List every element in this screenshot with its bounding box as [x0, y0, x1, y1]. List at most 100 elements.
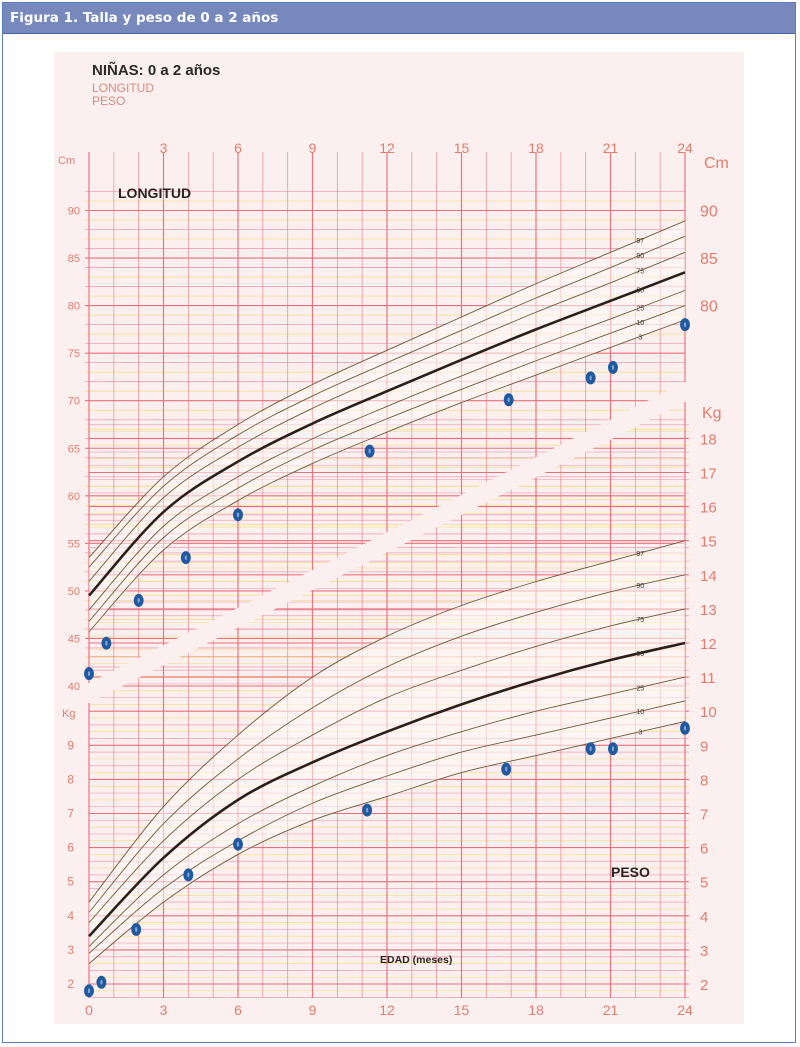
percentile-p3-label: 3 [638, 730, 642, 737]
weight-tick-left: 8 [67, 772, 74, 786]
weight-data-point-highlight [589, 746, 592, 752]
weight-tick-right: 14 [700, 568, 717, 585]
percentile-p75-label: 75 [636, 617, 644, 624]
length-data-point-highlight [236, 512, 240, 518]
length-unit-left: Cm [58, 155, 75, 167]
length-tick-left: 60 [68, 491, 80, 503]
weight-data-point-highlight [505, 766, 508, 772]
percentile-p97-label: 97 [636, 551, 644, 558]
weight-tick-right: 11 [700, 670, 716, 687]
weight-tick-right: 6 [700, 841, 708, 858]
length-data-point-highlight [105, 640, 108, 646]
length-data-point-highlight [137, 598, 140, 603]
legend-longitud: LONGITUD [92, 81, 155, 95]
percentile-p10-label: 10 [636, 320, 644, 327]
percentile-p3-label: 3 [638, 334, 642, 341]
x-tick-top: 24 [677, 140, 693, 156]
weight-tick-right: 12 [700, 636, 717, 653]
weight-tick-left: 4 [67, 909, 74, 923]
percentile-p3-curve [88, 319, 686, 633]
length-tick-left: 50 [68, 586, 80, 598]
percentile-p90-curve [88, 574, 686, 913]
percentile-p97-label: 97 [636, 238, 644, 245]
weight-tick-right: 16 [700, 500, 717, 517]
legend-peso: PESO [92, 94, 126, 108]
weight-tick-right: 18 [700, 431, 717, 448]
chart-title: NIÑAS: 0 a 2 años [92, 62, 221, 79]
percentile-p90-label: 90 [636, 583, 644, 590]
length-tick-left: 90 [68, 206, 80, 218]
percentile-p75-curve [88, 608, 686, 923]
length-tick-left: 45 [68, 633, 80, 645]
percentile-p10-curve [88, 305, 686, 622]
weight-tick-right: 10 [700, 704, 717, 721]
percentile-p10-label: 10 [636, 709, 644, 716]
x-tick-bottom: 6 [234, 1002, 242, 1018]
percentile-p25-label: 25 [636, 306, 644, 313]
weight-data-point-highlight [100, 979, 103, 985]
weight-data-point-highlight [187, 872, 190, 878]
percentile-p25-curve [88, 289, 686, 611]
length-tick-right: 90 [700, 204, 718, 221]
figure-caption: Figura 1. Talla y peso de 0 a 2 años [3, 3, 795, 34]
length-section-label: LONGITUD [118, 185, 191, 201]
length-data-point-highlight [184, 555, 187, 561]
weight-data-point-highlight [236, 841, 240, 847]
weight-tick-right: 17 [700, 466, 717, 483]
length-tick-right: 85 [700, 251, 718, 268]
x-tick-top: 3 [160, 140, 168, 156]
percentile-p10-curve [88, 700, 686, 954]
length-percentile-band [89, 220, 685, 632]
x-tick-bottom: 9 [309, 1002, 317, 1018]
percentile-p75-label: 75 [636, 269, 644, 276]
length-tick-left: 85 [68, 253, 80, 265]
x-tick-bottom: 15 [454, 1002, 470, 1018]
weight-tick-right: 4 [700, 909, 708, 926]
length-tick-left: 65 [68, 443, 80, 455]
percentile-p97-curve [88, 220, 686, 558]
length-tick-left: 55 [68, 538, 80, 550]
length-data-point-highlight [589, 375, 592, 381]
x-tick-top: 9 [309, 140, 317, 156]
percentile-p3-curve [88, 720, 686, 964]
age-axis-label: EDAD (meses) [380, 954, 452, 966]
weight-data-point-highlight [611, 746, 615, 752]
length-unit-right: Cm [704, 155, 729, 172]
weight-tick-right: 8 [700, 772, 708, 789]
percentile-p25-curve [88, 676, 686, 947]
weight-tick-left: 2 [67, 977, 74, 991]
weight-tick-right: 13 [700, 602, 717, 619]
length-data-point-highlight [611, 365, 615, 370]
weight-tick-left: 9 [67, 738, 74, 752]
x-tick-top: 18 [528, 140, 544, 156]
x-tick-top: 21 [603, 140, 619, 156]
length-tick-left: 80 [68, 301, 80, 313]
length-tick-left: 40 [68, 681, 80, 693]
percentile-p90-curve [88, 235, 686, 568]
weight-tick-left: 7 [67, 807, 74, 821]
weight-data-point-highlight [366, 807, 369, 813]
percentile-p75-curve [88, 251, 686, 582]
weight-unit-left: Kg [62, 708, 75, 720]
x-tick-top: 6 [234, 140, 242, 156]
weight-data-point-highlight [135, 927, 138, 932]
x-tick-bottom: 21 [603, 1002, 619, 1018]
percentile-p50-curve [88, 271, 686, 597]
weight-tick-right: 7 [700, 807, 708, 824]
length-tick-right: 80 [700, 299, 718, 316]
weight-data-point-highlight [683, 725, 687, 731]
weight-tick-right: 2 [700, 977, 708, 994]
percentile-p97-curve [88, 540, 686, 903]
percentile-p25-label: 25 [636, 685, 644, 692]
weight-tick-left: 5 [67, 875, 74, 889]
length-data-point-highlight [87, 671, 91, 677]
percentile-p50-label: 50 [636, 287, 644, 294]
weight-tick-right: 15 [700, 534, 717, 551]
weight-tick-right: 9 [700, 738, 708, 755]
weight-tick-right: 3 [700, 943, 708, 960]
weight-section-label: PESO [611, 864, 650, 880]
weight-tick-left: 3 [67, 943, 74, 957]
chart-separator-band [79, 378, 693, 708]
